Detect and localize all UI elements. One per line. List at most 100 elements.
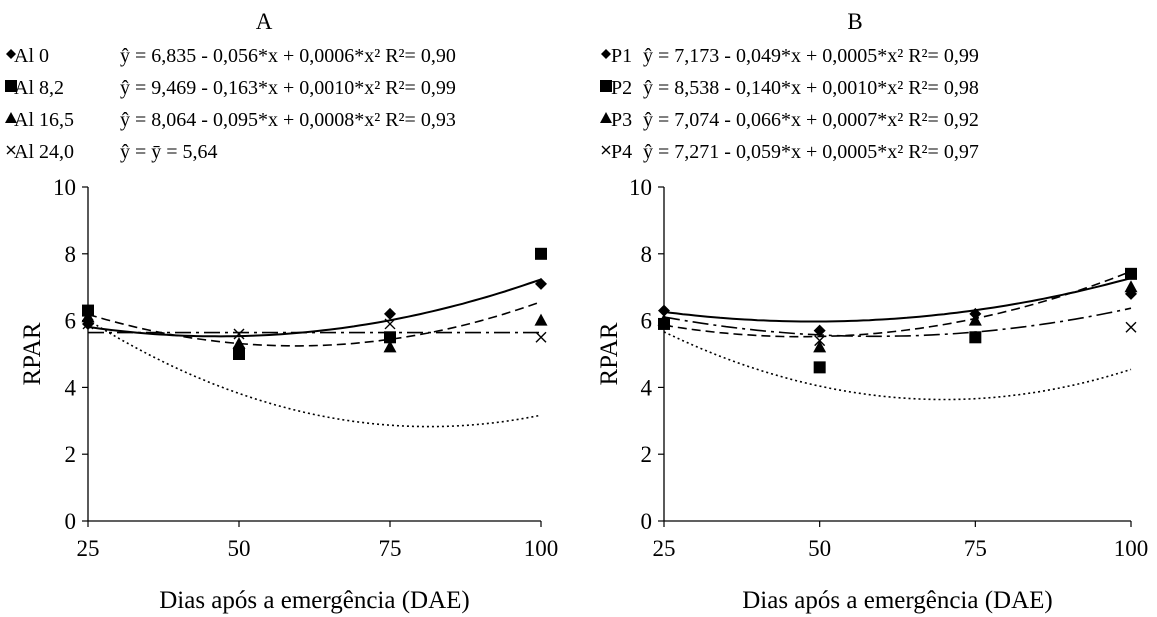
legend-equation: ŷ = 7,074 - 0,066*x + 0,0007*x² R²= 0,92: [643, 109, 979, 131]
data-point-triangle: [534, 313, 548, 326]
y-tick-label: 0: [641, 509, 653, 534]
x-tick-label: 75: [964, 536, 987, 561]
chart-panel-a: A Al 0 ŷ = 6,835 - 0,056*x + 0,0006*x² R²=…: [5, 9, 558, 614]
legend-item: Al 8,2 ŷ = 9,469 - 0,163*x + 0,0010*x² R²…: [5, 77, 456, 99]
y-tick-label: 4: [641, 375, 653, 400]
fit-curve-dashed: [663, 270, 1132, 338]
legend-marker-triangle-icon: [5, 112, 17, 123]
data-point-triangle: [657, 313, 671, 326]
x-tick-label: 100: [1114, 536, 1149, 561]
y-axis-label: RPAR: [596, 322, 623, 385]
data-point-square: [384, 331, 396, 344]
y-tick-label: 2: [65, 442, 77, 467]
data-point-triangle: [383, 340, 397, 353]
chart-title: B: [847, 9, 862, 34]
data-point-triangle: [81, 310, 95, 323]
legend-series-name: Al 16,5: [14, 109, 74, 131]
y-axis-label: RPAR: [19, 322, 46, 385]
data-point-triangle: [1124, 280, 1138, 293]
x-tick-label: 75: [379, 536, 402, 561]
y-tick-label: 6: [65, 309, 77, 334]
data-point-square: [535, 247, 547, 260]
data-point-x: [384, 318, 396, 330]
legend-marker-square-icon: [5, 80, 17, 92]
legend-item: Al 16,5 ŷ = 8,064 - 0,095*x + 0,0008*x² R…: [5, 109, 456, 131]
data-point-triangle: [968, 313, 982, 326]
legend-marker-square-icon: [600, 80, 612, 92]
x-tick-label: 100: [524, 536, 559, 561]
legend-equation: ŷ = 8,538 - 0,140*x + 0,0010*x² R²= 0,98: [643, 77, 979, 99]
data-point-diamond: [535, 277, 547, 290]
legend-marker-diamond-icon: [601, 49, 611, 59]
x-tick-label: 50: [228, 536, 251, 561]
chart-panel-b: B P1 ŷ = 7,173 - 0,049*x + 0,0005*x² R²= 0…: [596, 9, 1148, 614]
fit-curves: [87, 278, 542, 428]
legend-marker-diamond-icon: [6, 49, 16, 59]
x-axis-label: Dias após a emergência (DAE): [742, 587, 1053, 614]
data-point-x: [658, 318, 670, 330]
legend: Al 0 ŷ = 6,835 - 0,056*x + 0,0006*x² R²= …: [5, 45, 456, 163]
legend-item: Al 24,0 ŷ = ȳ = 5,64: [6, 141, 218, 163]
data-point-diamond: [384, 307, 396, 320]
legend-item: P4 ŷ = 7,271 - 0,059*x + 0,0005*x² R²= 0,…: [601, 141, 979, 163]
legend-series-name: P1: [611, 45, 632, 67]
fit-curve-dashdot: [663, 307, 1132, 338]
data-point-square: [233, 348, 245, 360]
y-tick-label: 8: [641, 242, 653, 267]
legend-series-name: P3: [611, 109, 632, 131]
x-axis-label: Dias após a emergência (DAE): [159, 587, 470, 614]
legend-series-name: P4: [611, 141, 632, 163]
axes: 0 2 4 6 8 10 25 50 75 100 Dias após a emergência (…: [596, 175, 1148, 614]
data-point-triangle: [813, 340, 827, 353]
y-tick-label: 2: [641, 442, 653, 467]
data-point-diamond: [813, 324, 826, 337]
fit-curve-solid: [87, 278, 542, 338]
legend-series-name: Al 0: [14, 45, 49, 67]
legend-marker-x-icon: [601, 145, 611, 155]
legend-equation: ŷ = 8,064 - 0,095*x + 0,0008*x² R²= 0,93: [120, 109, 456, 131]
legend-marker-x-icon: [6, 145, 16, 155]
data-points: [657, 267, 1138, 374]
legend: P1 ŷ = 7,173 - 0,049*x + 0,0005*x² R²= 0,…: [600, 45, 979, 163]
fit-curves: [663, 270, 1132, 401]
x-tick-label: 50: [808, 536, 831, 561]
data-point-triangle: [232, 336, 246, 349]
legend-item: Al 0 ŷ = 6,835 - 0,056*x + 0,0006*x² R²= …: [6, 45, 456, 67]
data-point-x: [969, 331, 981, 343]
axes: 0 2 4 6 8 10 25 50 75 100 Dias após a emergência (…: [19, 175, 558, 614]
legend-series-name: Al 8,2: [14, 77, 64, 99]
legend-equation: ŷ = ȳ = 5,64: [120, 141, 218, 163]
legend-series-name: P2: [611, 77, 632, 99]
fit-curve-dashed: [87, 301, 542, 347]
data-point-x: [535, 331, 547, 343]
x-tick-label: 25: [653, 536, 676, 561]
y-tick-label: 10: [53, 175, 76, 200]
y-tick-label: 10: [629, 175, 652, 200]
legend-equation: ŷ = 7,271 - 0,059*x + 0,0005*x² R²= 0,97: [643, 141, 979, 163]
fit-curve-dotted: [663, 331, 1132, 401]
y-tick-label: 6: [641, 309, 653, 334]
data-point-square: [813, 361, 826, 374]
data-point-x: [1125, 321, 1137, 333]
y-tick-label: 4: [65, 375, 77, 400]
y-tick-label: 0: [65, 509, 77, 534]
y-tick-label: 8: [65, 242, 77, 267]
data-point-x: [814, 335, 826, 347]
legend-equation: ŷ = 7,173 - 0,049*x + 0,0005*x² R²= 0,99: [643, 45, 979, 67]
legend-marker-triangle-icon: [600, 112, 612, 123]
legend-item: P3 ŷ = 7,074 - 0,066*x + 0,0007*x² R²= 0,…: [600, 109, 979, 131]
data-point-x: [233, 328, 245, 340]
legend-equation: ŷ = 6,835 - 0,056*x + 0,0006*x² R²= 0,90: [120, 45, 456, 67]
legend-equation: ŷ = 9,469 - 0,163*x + 0,0010*x² R²= 0,99: [120, 77, 456, 99]
data-point-square: [1125, 267, 1137, 280]
legend-item: P1 ŷ = 7,173 - 0,049*x + 0,0005*x² R²= 0,…: [601, 45, 979, 67]
data-points: [81, 247, 548, 360]
x-tick-label: 25: [77, 536, 100, 561]
chart-title: A: [256, 9, 273, 34]
data-point-diamond: [658, 304, 670, 317]
data-point-x: [82, 318, 94, 330]
legend-series-name: Al 24,0: [14, 141, 74, 163]
legend-item: P2 ŷ = 8,538 - 0,140*x + 0,0010*x² R²= 0,…: [600, 77, 979, 99]
